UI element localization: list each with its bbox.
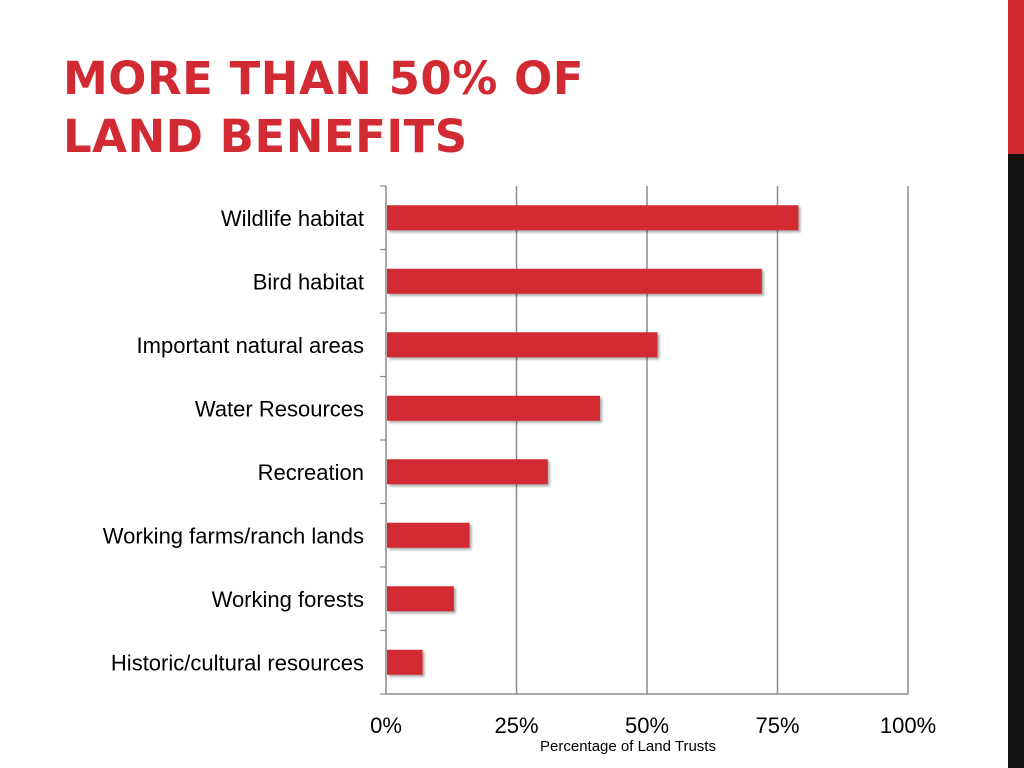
x-tick-label: 25% (494, 713, 538, 738)
bar-chart: 0% 25% 50% 75% 100% Wildlife habitat Bird habi… (103, 185, 936, 755)
category-label: Working farms/ranch lands (103, 523, 364, 548)
bar (387, 332, 658, 358)
category-label: Working forests (212, 587, 364, 612)
x-tick-label: 0% (370, 713, 402, 738)
category-label: Water Resources (195, 396, 364, 421)
x-tick-label: 100% (880, 713, 936, 738)
slide-title-line2: LAND BENEFITS (63, 110, 468, 163)
category-label: Wildlife habitat (221, 206, 364, 231)
side-accent-bar-dark (1008, 154, 1024, 768)
bar (387, 522, 470, 548)
bar (387, 649, 423, 675)
bar (387, 459, 548, 485)
bar (387, 586, 454, 612)
bar (387, 395, 601, 421)
bar (387, 268, 762, 294)
category-label: Recreation (258, 460, 364, 485)
category-label: Historic/cultural resources (111, 650, 364, 675)
side-accent-bar-red (1008, 0, 1024, 154)
x-tick-label: 75% (755, 713, 799, 738)
x-tick-label: 50% (625, 713, 669, 738)
slide-title-line1: MORE THAN 50% OF (63, 52, 584, 105)
category-label: Bird habitat (253, 269, 364, 294)
x-axis-title: Percentage of Land Trusts (540, 738, 716, 755)
category-label: Important natural areas (137, 333, 364, 358)
bar (387, 205, 799, 231)
slide-title: MORE THAN 50% OF LAND BENEFITS (63, 50, 584, 166)
